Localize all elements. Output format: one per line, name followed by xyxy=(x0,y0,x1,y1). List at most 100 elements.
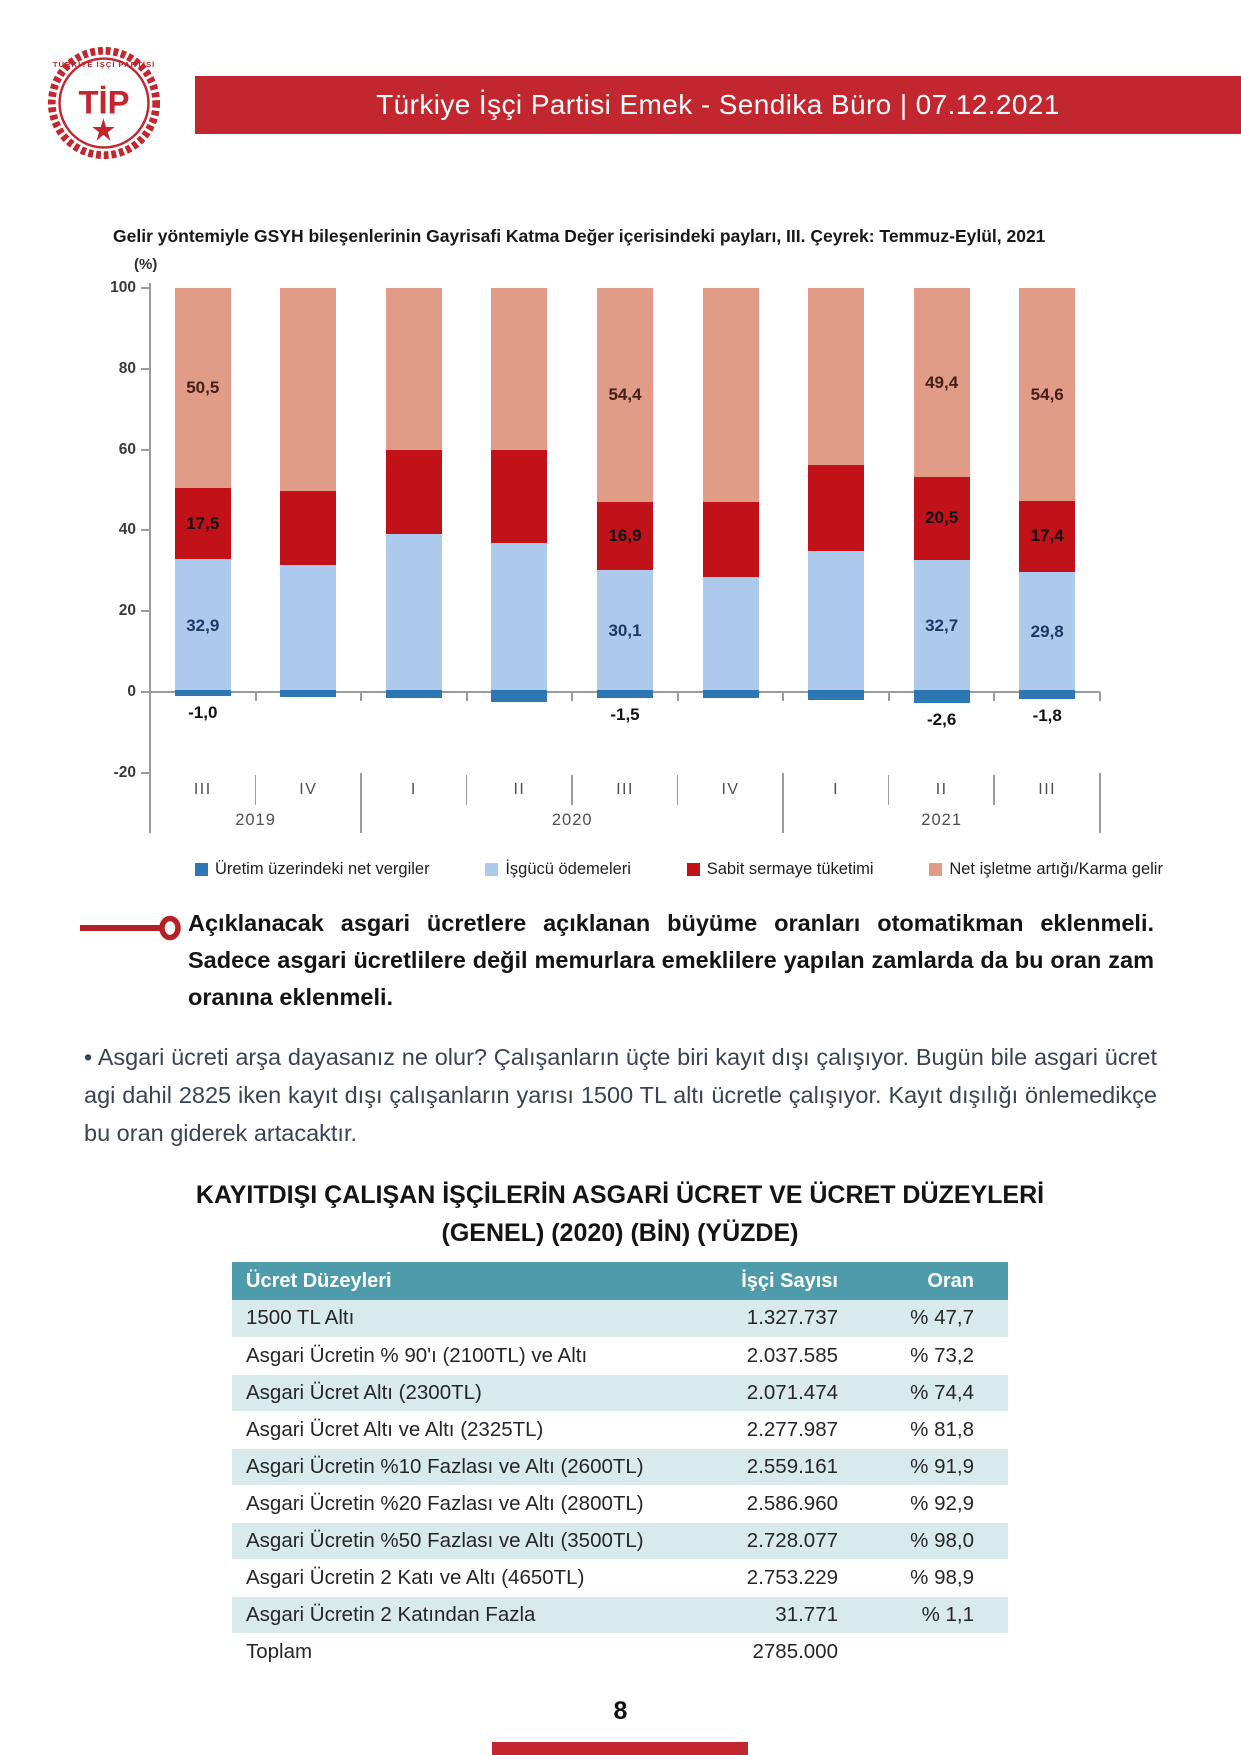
bar-negative-label: -1,8 xyxy=(1032,706,1062,726)
bar-segment xyxy=(280,491,337,565)
stacked-bar-chart: 100 80 60 40 20 0 -20 32,9 17,5 50,5 -1,0 III IV I II 3… xyxy=(110,279,1101,835)
bar-segment xyxy=(491,449,548,543)
x-quarter-separator xyxy=(571,775,573,805)
table-row: Asgari Ücret Altı (2300TL) 2.071.474 % 74,… xyxy=(232,1374,1008,1411)
bar-segment xyxy=(385,449,442,535)
legend-swatch-icon xyxy=(929,863,943,876)
table-title-line1: KAYITDIŞI ÇALIŞAN İŞÇİLERİN ASGARİ ÜCRET… xyxy=(195,1181,1045,1209)
y-axis-line xyxy=(149,283,151,833)
x-axis-tick xyxy=(465,692,468,701)
chart-legend: Üretim üzerindeki net vergiler İşgücü öde… xyxy=(195,860,1163,879)
table-cell: % 47,7 xyxy=(910,1306,974,1330)
bar-segment xyxy=(385,534,442,692)
bar-segment-negative xyxy=(385,690,442,699)
table-cell: 2.037.585 xyxy=(746,1343,838,1367)
x-axis-tick xyxy=(1099,692,1101,701)
table-cell: 2.071.474 xyxy=(746,1380,838,1404)
x-axis-tick xyxy=(149,692,151,701)
bar-value-label: 29,8 xyxy=(1030,621,1064,641)
table-cell: % 81,8 xyxy=(910,1417,974,1441)
table-row: Asgari Ücretin % 90'ı (2100TL) ve Altı 2.… xyxy=(232,1337,1008,1374)
bar-value-label: 30,1 xyxy=(608,621,642,641)
bar-segment xyxy=(702,576,759,692)
x-year-separator xyxy=(782,773,784,833)
x-quarter-label: III xyxy=(193,781,212,798)
table-cell: % 74,4 xyxy=(910,1380,974,1404)
table-cell: 2.753.229 xyxy=(746,1565,838,1589)
bar-value-label: 20,5 xyxy=(925,508,959,528)
table-header: Ücret Düzeyleri İşçi Sayısı Oran xyxy=(232,1262,1008,1300)
table-cell: 2.277.987 xyxy=(746,1417,838,1441)
bar-segment xyxy=(385,288,442,450)
x-axis-tick xyxy=(887,692,890,701)
tip-party-logo: TİP TÜRKİYE İŞÇİ PARTİSİ xyxy=(46,42,162,164)
y-tick-label: -20 xyxy=(113,763,136,781)
table-cell: Asgari Ücretin % 90'ı (2100TL) ve Altı xyxy=(246,1343,588,1367)
header-title: Türkiye İşçi Partisi Emek - Sendika Büro… xyxy=(376,89,1060,120)
bar-negative-label: -1,5 xyxy=(610,705,640,725)
x-quarter-label: IV xyxy=(721,781,740,798)
bar-segment xyxy=(597,288,653,503)
x-axis-tick xyxy=(782,692,785,701)
x-year-label: 2019 xyxy=(235,811,276,829)
x-axis-tick xyxy=(254,692,257,701)
body-paragraph: • Asgari ücreti arşa dayasanız ne olur? … xyxy=(84,1044,1157,1146)
bar-segment xyxy=(808,464,865,551)
legend-item: Net işletme artığı/Karma gelir xyxy=(929,860,1163,879)
table-row: Asgari Ücretin %10 Fazlası ve Altı (2600… xyxy=(232,1448,1008,1485)
table-cell: Asgari Ücretin %10 Fazlası ve Altı (2600… xyxy=(246,1454,644,1478)
bar-segment xyxy=(597,502,653,571)
table-title: KAYITDIŞI ÇALIŞAN İŞÇİLERİN ASGARİ ÜCRET… xyxy=(120,1176,1120,1252)
legend-item: Üretim üzerindeki net vergiler xyxy=(195,860,430,879)
legend-label: Sabit sermaye tüketimi xyxy=(706,860,874,878)
table-cell: 1500 TL Altı xyxy=(246,1306,355,1330)
logo-text: TİP xyxy=(78,84,129,121)
x-quarter-label: I xyxy=(833,781,840,798)
table-cell: 2.559.161 xyxy=(746,1454,838,1478)
y-axis-tick xyxy=(141,448,150,451)
y-axis-tick xyxy=(141,287,150,289)
table-cell: % 1,1 xyxy=(921,1602,974,1626)
legend-swatch-icon xyxy=(686,863,700,876)
bar-negative-label: -1,0 xyxy=(188,703,218,723)
chart-title: Gelir yöntemiyle GSYH bileşenlerinin Gay… xyxy=(113,226,1046,246)
chart-y-unit-label: (%) xyxy=(134,256,158,273)
x-quarter-label: I xyxy=(410,781,417,798)
legend-swatch-icon xyxy=(195,863,208,876)
table-cell: Asgari Ücretin 2 Katından Fazla xyxy=(246,1602,536,1626)
y-tick-label: 60 xyxy=(118,440,136,458)
table-cell: % 98,0 xyxy=(910,1528,974,1552)
bar-segment xyxy=(491,288,548,450)
table-cell: % 91,9 xyxy=(910,1454,974,1478)
table-column-header: İşçi Sayısı xyxy=(712,1262,852,1300)
bar-negative-label: -2,6 xyxy=(927,709,957,729)
bar-segment xyxy=(174,559,231,692)
table-cell: % 73,2 xyxy=(910,1343,974,1367)
bar-segment xyxy=(280,288,337,492)
bar-segment xyxy=(702,288,759,503)
y-tick-label: 100 xyxy=(110,279,136,296)
bar-segment-negative xyxy=(702,690,759,699)
svg-text:TÜRKİYE İŞÇİ PARTİSİ: TÜRKİYE İŞÇİ PARTİSİ xyxy=(53,60,155,69)
x-year-label: 2021 xyxy=(921,811,963,829)
table-cell: Asgari Ücretin 2 Katı ve Altı (4650TL) xyxy=(246,1565,585,1589)
table-title-line2: (GENEL) (2020) (BİN) (YÜZDE) xyxy=(441,1219,799,1247)
bar-segment xyxy=(808,288,865,465)
table-cell: Asgari Ücretin %50 Fazlası ve Altı (3500… xyxy=(246,1528,644,1552)
x-axis-tick xyxy=(360,692,363,701)
y-axis-tick xyxy=(141,610,150,613)
legend-item: İşgücü ödemeleri xyxy=(485,860,631,879)
legend-swatch-icon xyxy=(485,863,499,876)
table-cell: 2.586.960 xyxy=(746,1491,838,1515)
x-axis-tick xyxy=(571,692,574,701)
bar-segment xyxy=(913,559,970,692)
wage-levels-table: Ücret Düzeyleri İşçi Sayısı Oran 1500 TL A… xyxy=(232,1262,1008,1671)
y-axis-tick xyxy=(141,771,150,774)
table-row: Asgari Ücret Altı ve Altı (2325TL) 2.277.… xyxy=(232,1411,1008,1448)
x-axis-tick xyxy=(676,692,679,701)
table-cell: Asgari Ücretin %20 Fazlası ve Altı (2800… xyxy=(246,1491,644,1515)
bar-segment-negative xyxy=(913,690,970,703)
x-year-label: 2020 xyxy=(551,811,593,829)
x-axis-tick xyxy=(993,692,996,701)
